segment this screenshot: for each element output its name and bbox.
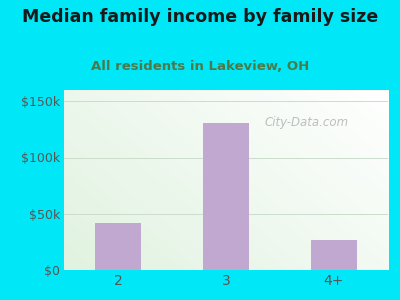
Text: Median family income by family size: Median family income by family size <box>22 8 378 26</box>
Bar <box>311 240 357 270</box>
Text: All residents in Lakeview, OH: All residents in Lakeview, OH <box>91 60 309 73</box>
Text: City-Data.com: City-Data.com <box>265 116 349 129</box>
Bar <box>203 123 249 270</box>
Bar <box>95 223 141 270</box>
